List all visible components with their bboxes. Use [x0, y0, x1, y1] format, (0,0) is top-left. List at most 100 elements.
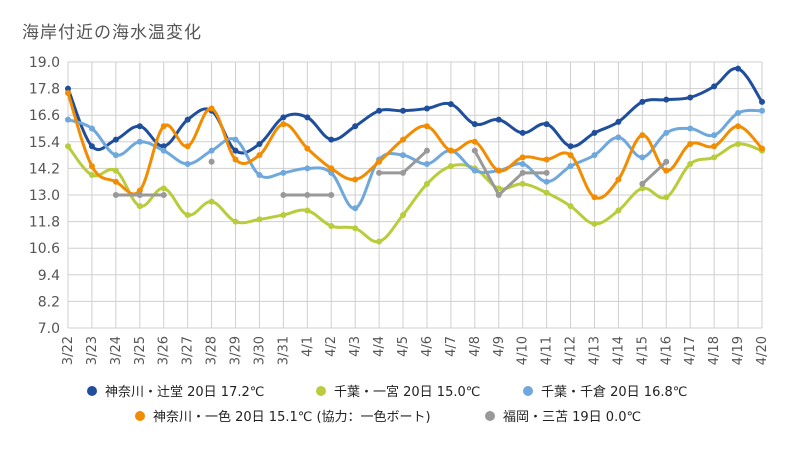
y-tick-label: 8.2: [38, 294, 60, 310]
data-point-0: [567, 143, 574, 150]
data-point-2: [328, 169, 335, 176]
y-tick-label: 11.8: [29, 215, 60, 231]
legend-marker: [316, 386, 326, 396]
data-point-4: [400, 169, 407, 176]
legend-label: 千葉・千倉 20日 16.8℃: [541, 385, 687, 400]
data-point-2: [256, 172, 263, 179]
x-tick-label: 3/30: [252, 336, 267, 365]
y-tick-label: 15.4: [29, 135, 60, 151]
legend-label: 千葉・一宮 20日 15.0℃: [334, 384, 480, 400]
y-tick-label: 17.8: [29, 82, 60, 98]
data-point-3: [208, 105, 215, 112]
data-point-1: [352, 225, 359, 232]
data-point-2: [423, 160, 430, 167]
data-point-1: [232, 218, 239, 225]
data-point-1: [543, 189, 550, 196]
x-tick-label: 4/20: [755, 336, 770, 365]
x-tick-label: 4/3: [348, 336, 363, 357]
data-point-0: [615, 118, 622, 125]
data-point-3: [687, 141, 694, 148]
x-tick-label: 3/23: [85, 336, 100, 365]
data-point-4: [423, 147, 430, 154]
data-point-2: [208, 147, 215, 154]
data-point-3: [639, 132, 646, 139]
data-point-0: [352, 123, 359, 130]
data-point-2: [687, 125, 694, 132]
data-point-4: [471, 147, 478, 154]
x-tick-label: 4/15: [635, 336, 650, 365]
series-line-4: [640, 160, 668, 186]
data-point-3: [256, 152, 263, 159]
data-point-0: [184, 116, 191, 123]
data-point-0: [232, 147, 239, 154]
data-point-1: [639, 185, 646, 192]
data-point-3: [328, 165, 335, 172]
data-point-2: [591, 152, 598, 159]
data-point-1: [567, 203, 574, 210]
data-point-2: [280, 169, 287, 176]
data-point-0: [735, 65, 742, 72]
data-point-2: [519, 160, 526, 167]
data-point-3: [663, 167, 670, 174]
data-point-2: [567, 163, 574, 170]
x-tick-label: 4/7: [444, 336, 459, 357]
data-point-0: [328, 136, 335, 143]
x-tick-label: 3/22: [61, 336, 76, 365]
data-point-4: [160, 192, 167, 198]
legend-marker: [485, 411, 495, 421]
legend-marker: [523, 386, 533, 396]
x-tick-label: 4/13: [587, 336, 602, 365]
data-point-1: [304, 207, 311, 214]
x-tick-label: 3/28: [205, 336, 220, 365]
data-point-3: [88, 163, 95, 170]
data-point-3: [735, 123, 742, 130]
data-point-3: [400, 136, 407, 143]
data-point-1: [735, 141, 742, 148]
data-point-0: [663, 96, 670, 103]
x-tick-label: 4/8: [468, 336, 483, 357]
data-point-2: [232, 136, 239, 143]
x-tick-label: 4/1: [300, 336, 315, 357]
x-tick-label: 4/16: [659, 336, 674, 365]
data-point-1: [65, 143, 71, 150]
data-point-0: [711, 83, 718, 90]
data-point-3: [112, 178, 119, 185]
data-point-2: [639, 154, 646, 161]
data-point-4: [304, 192, 311, 198]
data-point-2: [471, 167, 478, 174]
data-point-3: [423, 123, 430, 130]
data-point-3: [304, 145, 311, 152]
data-point-0: [495, 116, 502, 123]
data-point-1: [256, 216, 263, 223]
x-tick-label: 3/29: [229, 336, 244, 365]
data-point-3: [65, 90, 71, 97]
data-point-1: [112, 167, 119, 174]
y-tick-label: 10.6: [29, 241, 60, 257]
data-point-2: [65, 116, 71, 123]
x-tick-label: 4/14: [611, 336, 626, 365]
data-point-0: [256, 141, 263, 148]
data-point-1: [711, 154, 718, 161]
data-point-3: [567, 152, 574, 159]
x-tick-label: 3/31: [276, 336, 291, 365]
data-point-0: [423, 105, 430, 112]
data-point-4: [328, 192, 335, 198]
x-tick-label: 4/19: [731, 336, 746, 365]
y-tick-label: 16.6: [29, 108, 60, 124]
data-point-0: [88, 143, 95, 150]
data-point-2: [735, 109, 742, 116]
data-point-0: [687, 94, 694, 101]
legend-marker: [135, 411, 145, 421]
data-point-3: [136, 187, 143, 194]
data-point-0: [447, 101, 454, 108]
data-point-0: [136, 123, 143, 130]
x-tick-label: 3/26: [157, 336, 172, 365]
data-point-0: [160, 143, 167, 150]
data-point-1: [447, 163, 454, 170]
series-line-4: [473, 149, 549, 197]
data-point-0: [280, 114, 287, 121]
data-point-1: [376, 238, 383, 245]
data-point-3: [471, 138, 478, 145]
x-tick-label: 4/9: [492, 336, 507, 357]
data-point-2: [615, 134, 622, 141]
